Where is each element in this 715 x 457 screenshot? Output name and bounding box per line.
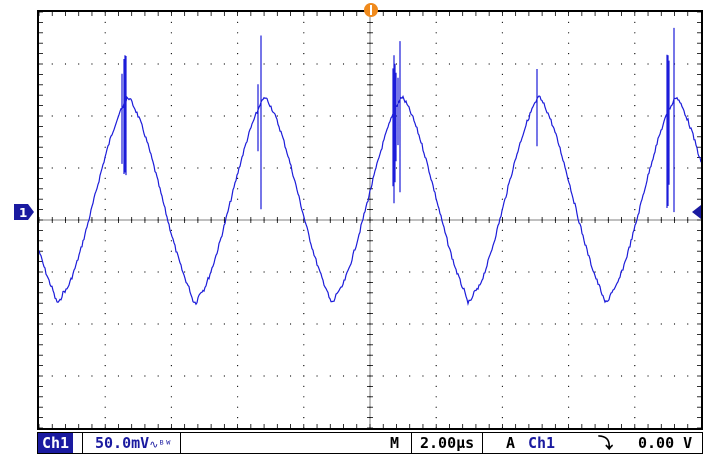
left-bezel (0, 0, 37, 457)
timebase-prefix: M (390, 434, 400, 452)
bandwidth-limit-icon: ∿ᴮᵂ (149, 438, 172, 451)
trigger-source-label[interactable]: Ch1 (528, 434, 556, 452)
volts-per-div-readout[interactable]: 50.0mV∿ᴮᵂ (82, 433, 181, 453)
volts-per-div-value: 50.0mV (95, 434, 150, 452)
trigger-slope-icon[interactable]: ⤵ (598, 434, 614, 452)
graticule-grid (39, 12, 701, 428)
trigger-level-readout[interactable]: 0.00 V (638, 434, 693, 452)
trigger-mode-label: A (506, 434, 516, 452)
channel-label[interactable]: Ch1 (38, 433, 74, 453)
waveform-screen (37, 10, 703, 430)
timebase-readout[interactable]: 2.00µs (411, 433, 484, 453)
waveform-canvas (39, 12, 701, 428)
ch1-waveform-trace (39, 27, 701, 307)
status-bar: Ch1 50.0mV∿ᴮᵂ M 2.00µs A Ch1 ⤵ 0.00 V (37, 432, 703, 454)
